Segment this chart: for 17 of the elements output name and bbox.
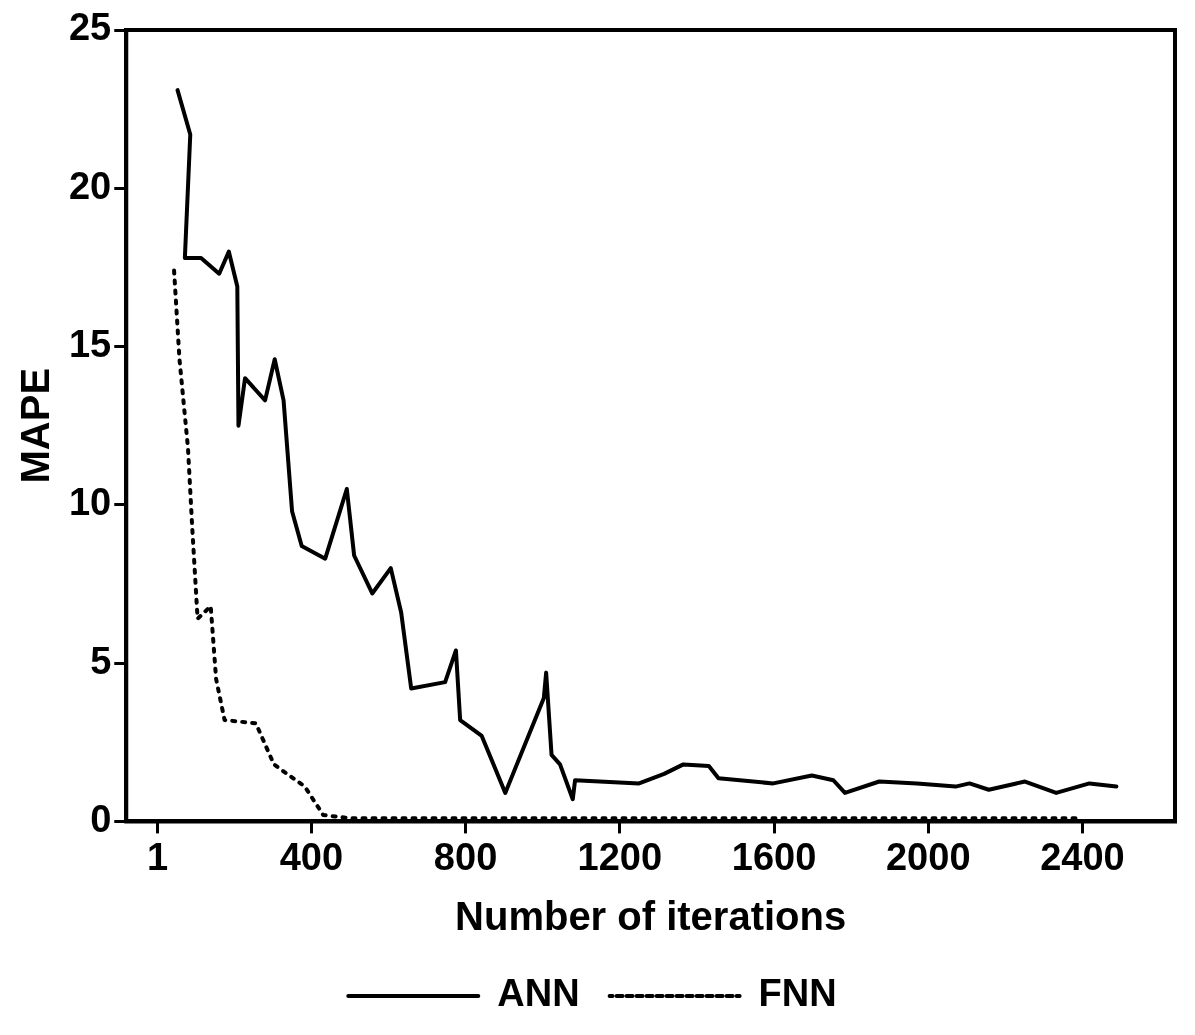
y-tick-label: 20 bbox=[68, 164, 112, 207]
legend-label: ANN bbox=[497, 972, 580, 1015]
x-tick-label: 400 bbox=[279, 835, 344, 878]
x-tick-label: 1200 bbox=[577, 835, 663, 878]
y-tick-label: 25 bbox=[68, 6, 112, 49]
legend-label: FNN bbox=[758, 972, 837, 1015]
y-tick-label: 5 bbox=[90, 639, 112, 682]
y-tick-label: 15 bbox=[68, 323, 112, 366]
y-tick-label: 0 bbox=[90, 797, 112, 840]
x-tick-label: 2000 bbox=[885, 835, 971, 878]
x-tick-label: 1600 bbox=[731, 835, 817, 878]
y-tick-label: 10 bbox=[68, 481, 112, 524]
x-tick-label: 800 bbox=[433, 835, 498, 878]
x-axis-title: Number of iterations bbox=[455, 894, 847, 939]
y-axis-title: MAPE bbox=[13, 367, 58, 484]
x-tick-label: 1 bbox=[146, 835, 169, 878]
x-tick-label: 2400 bbox=[1040, 835, 1125, 878]
